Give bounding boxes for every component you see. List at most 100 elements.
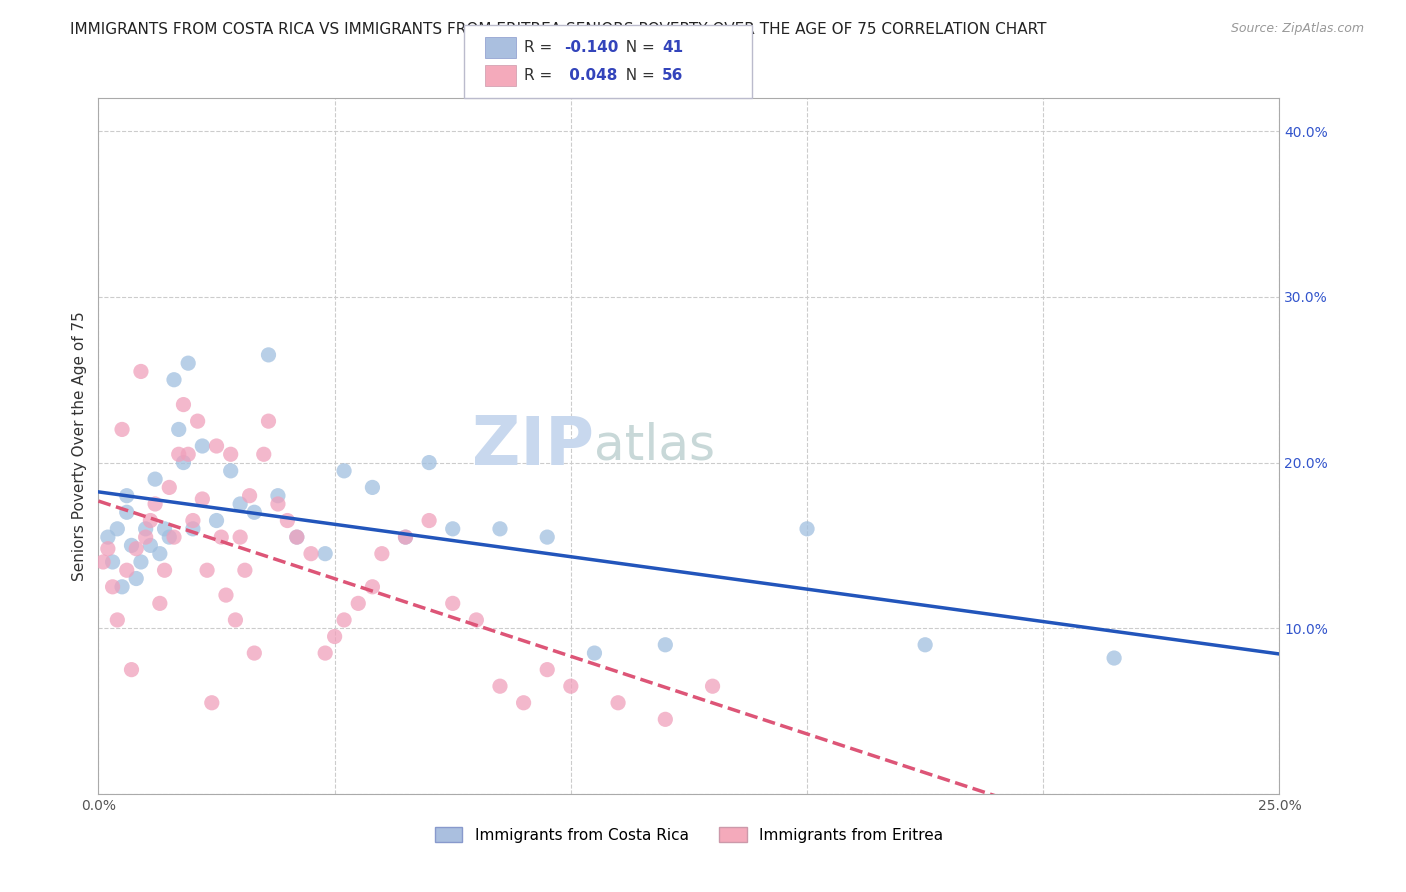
Point bbox=[153, 522, 176, 536]
Text: -0.140: -0.140 bbox=[564, 40, 619, 55]
Point bbox=[91, 555, 114, 569]
Point bbox=[97, 541, 120, 556]
Point bbox=[1102, 651, 1125, 665]
Point bbox=[285, 530, 308, 544]
Point bbox=[111, 422, 134, 436]
Point bbox=[115, 505, 138, 519]
Point bbox=[191, 439, 214, 453]
Point bbox=[97, 530, 120, 544]
Point bbox=[654, 638, 676, 652]
Point bbox=[149, 596, 172, 610]
Point bbox=[111, 580, 134, 594]
Point bbox=[394, 530, 416, 544]
Point bbox=[157, 480, 180, 494]
Point bbox=[267, 489, 290, 503]
Point bbox=[115, 489, 138, 503]
Point bbox=[219, 464, 242, 478]
Point bbox=[239, 489, 262, 503]
Point bbox=[101, 555, 124, 569]
Text: atlas: atlas bbox=[595, 422, 716, 470]
Text: N =: N = bbox=[616, 68, 659, 83]
Point bbox=[129, 364, 152, 378]
Point bbox=[361, 480, 384, 494]
Point bbox=[172, 456, 194, 470]
Point bbox=[607, 696, 630, 710]
Point bbox=[139, 538, 162, 552]
Point bbox=[205, 439, 228, 453]
Point bbox=[512, 696, 534, 710]
Point bbox=[177, 447, 200, 461]
Point bbox=[143, 472, 166, 486]
Text: IMMIGRANTS FROM COSTA RICA VS IMMIGRANTS FROM ERITREA SENIORS POVERTY OVER THE A: IMMIGRANTS FROM COSTA RICA VS IMMIGRANTS… bbox=[70, 22, 1047, 37]
Point bbox=[489, 679, 512, 693]
Point bbox=[257, 414, 280, 428]
Point bbox=[157, 530, 180, 544]
Point bbox=[215, 588, 238, 602]
Point bbox=[125, 572, 148, 586]
Point bbox=[209, 530, 232, 544]
Point bbox=[177, 356, 200, 370]
Point bbox=[172, 398, 194, 412]
Point bbox=[796, 522, 818, 536]
Text: 41: 41 bbox=[662, 40, 683, 55]
Text: 0.048: 0.048 bbox=[564, 68, 617, 83]
Point bbox=[167, 422, 190, 436]
Point bbox=[314, 547, 336, 561]
Point bbox=[583, 646, 606, 660]
Point bbox=[347, 596, 370, 610]
Y-axis label: Seniors Poverty Over the Age of 75: Seniors Poverty Over the Age of 75 bbox=[72, 311, 87, 581]
Point bbox=[153, 563, 176, 577]
Point bbox=[394, 530, 416, 544]
Legend: Immigrants from Costa Rica, Immigrants from Eritrea: Immigrants from Costa Rica, Immigrants f… bbox=[429, 821, 949, 849]
Point bbox=[205, 514, 228, 528]
Point bbox=[163, 530, 186, 544]
Point bbox=[361, 580, 384, 594]
Point bbox=[121, 538, 143, 552]
Point bbox=[195, 563, 218, 577]
Point bbox=[121, 663, 143, 677]
Point bbox=[187, 414, 209, 428]
Point bbox=[125, 541, 148, 556]
Text: 56: 56 bbox=[662, 68, 683, 83]
Point bbox=[201, 696, 224, 710]
Point bbox=[181, 514, 204, 528]
Point bbox=[253, 447, 276, 461]
Text: R =: R = bbox=[524, 40, 558, 55]
Point bbox=[441, 522, 464, 536]
Point bbox=[285, 530, 308, 544]
Point bbox=[536, 530, 558, 544]
Point bbox=[105, 522, 128, 536]
Text: ZIP: ZIP bbox=[472, 413, 595, 479]
Point bbox=[418, 456, 440, 470]
Point bbox=[257, 348, 280, 362]
Point bbox=[276, 514, 298, 528]
Point bbox=[135, 522, 157, 536]
Point bbox=[267, 497, 290, 511]
Point bbox=[489, 522, 512, 536]
Point bbox=[163, 373, 186, 387]
Point bbox=[314, 646, 336, 660]
Text: Source: ZipAtlas.com: Source: ZipAtlas.com bbox=[1230, 22, 1364, 36]
Point bbox=[914, 638, 936, 652]
Point bbox=[167, 447, 190, 461]
Text: R =: R = bbox=[524, 68, 558, 83]
Point bbox=[149, 547, 172, 561]
Point bbox=[143, 497, 166, 511]
Point bbox=[536, 663, 558, 677]
Point bbox=[371, 547, 394, 561]
Point bbox=[333, 464, 356, 478]
Point bbox=[229, 530, 252, 544]
Point bbox=[129, 555, 152, 569]
Point bbox=[243, 646, 266, 660]
Point bbox=[181, 522, 204, 536]
Point bbox=[105, 613, 128, 627]
Point bbox=[224, 613, 246, 627]
Point bbox=[323, 630, 346, 644]
Point bbox=[441, 596, 464, 610]
Point bbox=[101, 580, 124, 594]
Point bbox=[135, 530, 157, 544]
Point bbox=[219, 447, 242, 461]
Point bbox=[418, 514, 440, 528]
Text: N =: N = bbox=[616, 40, 659, 55]
Point bbox=[229, 497, 252, 511]
